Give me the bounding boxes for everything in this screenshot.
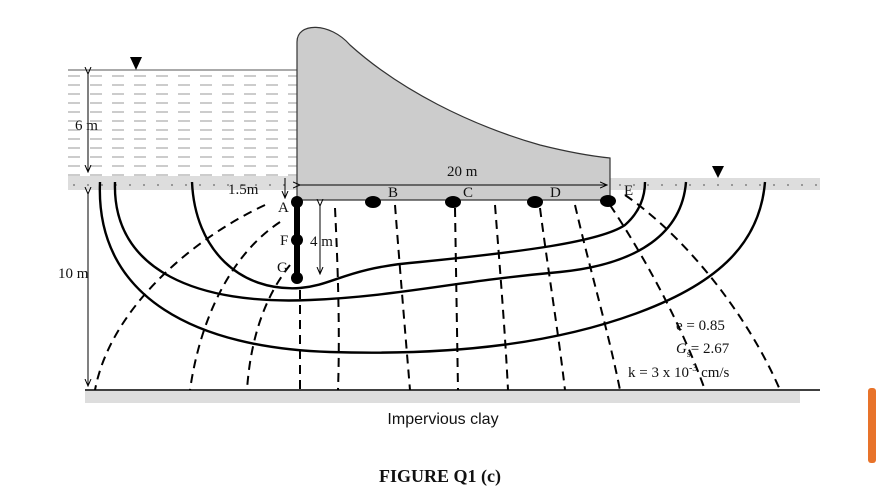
superscript: -3 (689, 363, 697, 374)
flow-lines (98, 181, 767, 354)
subscript: s (687, 349, 691, 360)
suffix: cm/s (697, 365, 729, 381)
point-label: G (277, 260, 288, 276)
concrete-dam (296, 26, 611, 201)
dimension-label: 1.5m (228, 182, 259, 198)
clay-label: Impervious clay (387, 411, 498, 428)
value: = 2.67 (691, 341, 730, 357)
water-level-marker (130, 57, 142, 70)
reservoir-water (68, 70, 297, 176)
ground-texture (68, 176, 297, 190)
symbol: G (676, 341, 687, 357)
point-label: C (463, 185, 473, 201)
equipotential-lines (94, 194, 781, 391)
point-label: A (278, 200, 289, 216)
point-label: B (388, 185, 398, 201)
water-level-marker (712, 166, 724, 178)
dimension-label: 6 m (75, 118, 98, 134)
points (291, 195, 616, 284)
prefix: k = 3 x 10 (628, 365, 689, 381)
dimension-label: 10 m (58, 266, 89, 282)
property-gs: Gs= 2.67 (676, 341, 730, 360)
clay-layer (85, 391, 800, 403)
point-label: D (550, 185, 561, 201)
dimension-label: 4 m (310, 234, 333, 250)
property-e: e = 0.85 (676, 318, 725, 334)
edge-tab (868, 388, 876, 463)
property-k: k = 3 x 10-3 cm/s (628, 363, 730, 381)
figure-caption: FIGURE Q1 (c) (379, 466, 501, 487)
ground-texture (610, 178, 820, 190)
dimension-label: 20 m (447, 164, 478, 180)
point-label: F (280, 233, 288, 249)
point-label: E (624, 183, 633, 199)
